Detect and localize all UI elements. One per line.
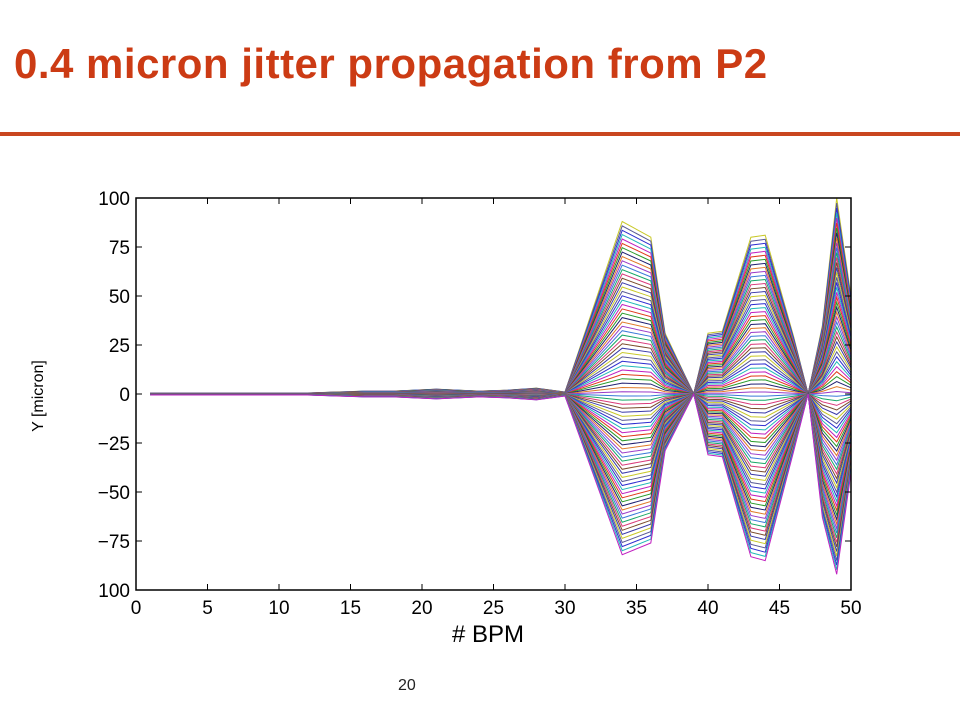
series-line	[150, 392, 852, 570]
series-line	[150, 392, 852, 453]
x-tick-label: 20	[411, 598, 432, 619]
series-lines	[150, 197, 852, 575]
x-tick-label: 45	[769, 598, 790, 619]
series-line	[150, 393, 852, 448]
y-tick-label: −50	[98, 483, 130, 504]
y-tick-label: 0	[119, 385, 130, 406]
title-divider	[0, 132, 960, 136]
axis-ticks: 0 5 10 15 20 25 30 35 40 45 50 100 75 50 25 0 −25 −50 −75 1…	[98, 189, 862, 619]
x-tick-label: 5	[202, 598, 213, 619]
x-tick-label: 40	[697, 598, 718, 619]
x-tick-label: 0	[131, 598, 142, 619]
y-tick-label: 75	[109, 238, 130, 259]
y-tick-label: 100	[98, 189, 130, 210]
series-line	[150, 202, 852, 396]
x-tick-label: 35	[626, 598, 647, 619]
y-tick-label: 100	[98, 581, 130, 602]
y-axis-label: Y [micron]	[30, 360, 47, 432]
slide-title: 0.4 micron jitter propagation from P2	[14, 40, 768, 87]
x-tick-label: 15	[340, 598, 361, 619]
y-tick-label: −75	[98, 532, 130, 553]
x-tick-label: 50	[840, 598, 861, 619]
series-line	[150, 392, 852, 575]
y-tick-label: −25	[98, 434, 130, 455]
series-line	[150, 350, 852, 395]
series-line	[150, 222, 852, 396]
series-line	[150, 393, 852, 425]
series-line	[150, 392, 852, 513]
x-axis-label: # BPM	[452, 621, 524, 648]
y-tick-label: 25	[109, 336, 130, 357]
y-tick-label: 50	[109, 287, 130, 308]
x-tick-label: 25	[483, 598, 504, 619]
series-line	[150, 392, 852, 522]
page-number: 20	[398, 677, 416, 694]
series-line	[150, 272, 852, 396]
x-tick-label: 10	[268, 598, 289, 619]
series-line	[150, 320, 852, 395]
series-line	[150, 393, 852, 439]
x-tick-label: 30	[554, 598, 575, 619]
series-line	[150, 300, 852, 396]
